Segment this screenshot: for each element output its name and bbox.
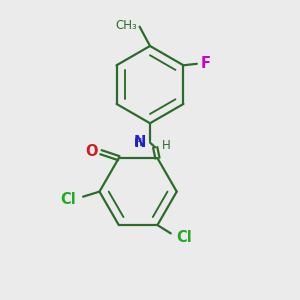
Text: F: F	[201, 56, 211, 71]
Text: H: H	[162, 139, 170, 152]
Text: Cl: Cl	[177, 230, 193, 245]
Text: H: H	[134, 139, 142, 148]
Text: O: O	[85, 144, 98, 159]
Text: CH₃: CH₃	[116, 19, 137, 32]
Text: N: N	[134, 135, 146, 150]
Text: Cl: Cl	[60, 192, 76, 207]
